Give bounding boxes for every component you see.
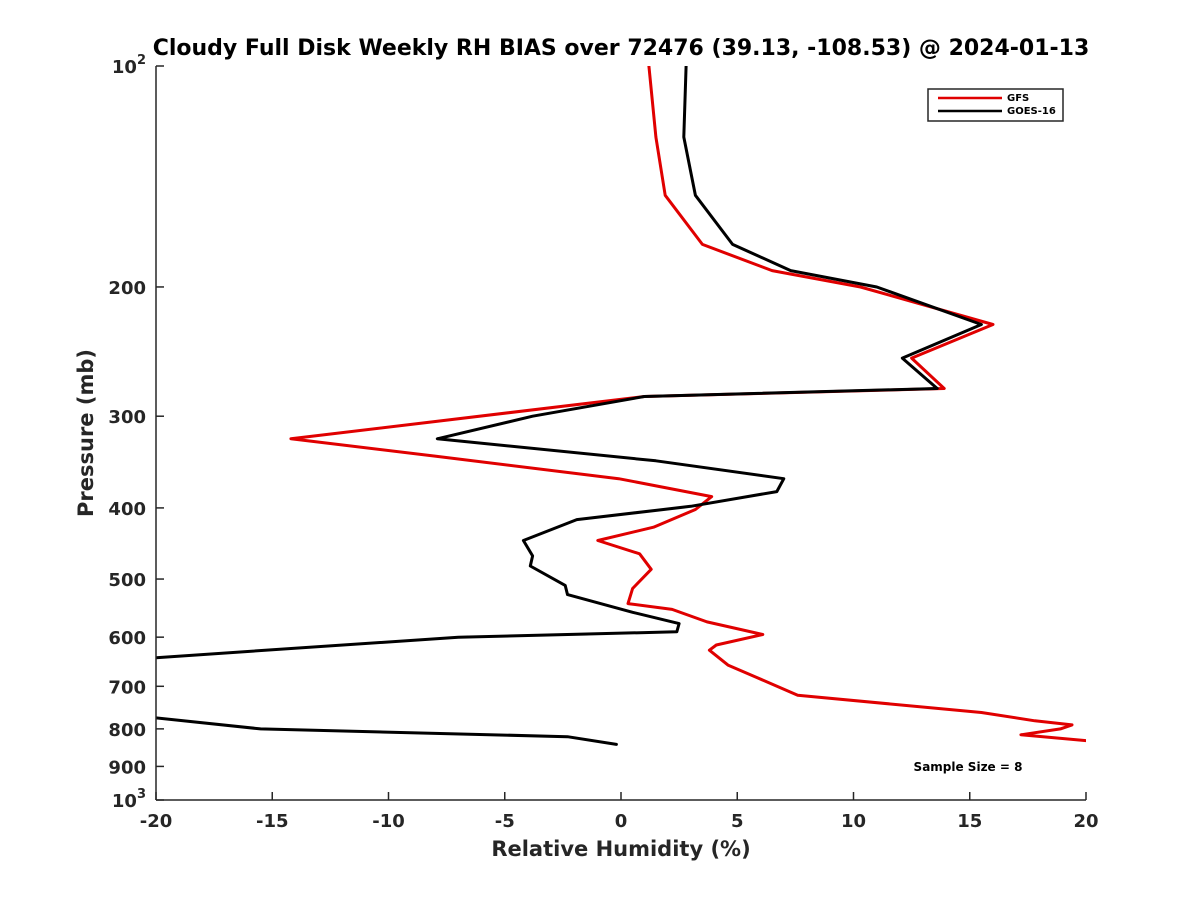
y-axis-label: Pressure (mb) <box>74 349 98 517</box>
x-tick-label: -15 <box>256 811 289 832</box>
y-tick-label: 900 <box>108 757 146 778</box>
y-tick-label: 800 <box>108 720 146 741</box>
x-tick-label: 15 <box>957 811 982 832</box>
y-tick-label: 400 <box>108 499 146 520</box>
legend-box <box>927 88 1064 122</box>
x-tick-label: -10 <box>372 811 405 832</box>
x-tick-label: 10 <box>841 811 866 832</box>
axes-layer <box>155 66 1086 801</box>
x-tick-label: -20 <box>140 811 173 832</box>
legend-label-gfs: GFS <box>1007 93 1029 104</box>
y-tick-label: 200 <box>108 278 146 299</box>
legend: GFS GOES-16 <box>927 88 1064 122</box>
x-tick-label: 20 <box>1073 811 1098 832</box>
y-ticks: 102 200 300 400 500 600 700 800 900 103 <box>108 53 164 812</box>
x-tick-label: 5 <box>731 811 744 832</box>
series-line-goes16 <box>156 66 983 746</box>
sample-size-annotation: Sample Size = 8 <box>914 760 1023 774</box>
x-ticks: -20 -15 -10 -5 0 5 10 15 20 <box>140 792 1099 832</box>
series-layer <box>156 66 1086 746</box>
y-tick-label: 102 <box>112 53 146 78</box>
y-tick-label: 500 <box>108 570 146 591</box>
y-tick-label: 600 <box>108 628 146 649</box>
legend-label-goes16: GOES-16 <box>1007 106 1056 117</box>
y-tick-label: 103 <box>112 787 146 812</box>
y-tick-label: 300 <box>108 407 146 428</box>
x-axis-label: Relative Humidity (%) <box>491 837 750 861</box>
chart-title: Cloudy Full Disk Weekly RH BIAS over 724… <box>153 36 1090 61</box>
y-tick-label: 700 <box>108 677 146 698</box>
x-tick-label: -5 <box>495 811 515 832</box>
x-tick-label: 0 <box>615 811 628 832</box>
